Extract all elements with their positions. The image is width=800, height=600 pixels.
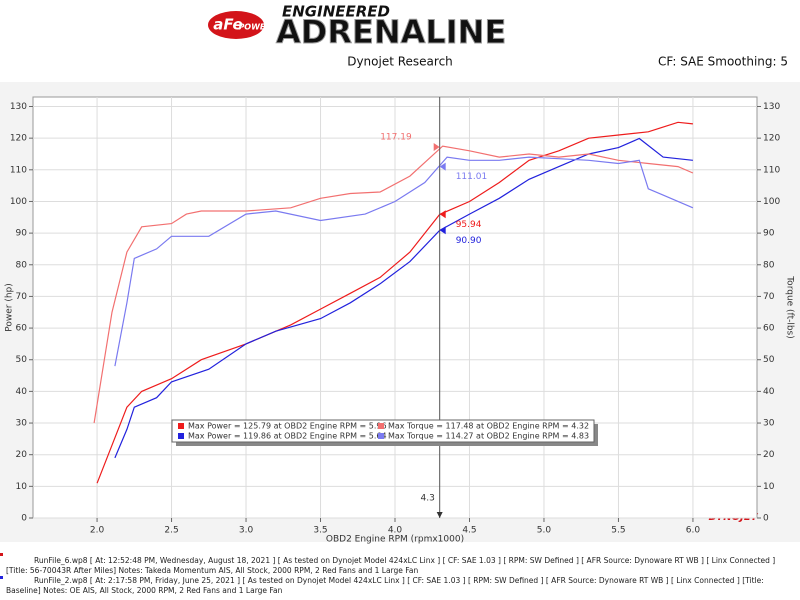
x-tick-label: 3.5: [313, 526, 327, 536]
logo-subtext: POWER: [238, 23, 271, 32]
y-axis-label: Power (hp): [5, 283, 15, 332]
x-tick-label: 4.5: [462, 526, 476, 536]
annotation-arrow: [439, 162, 446, 171]
annotation-label: 95.94: [456, 220, 482, 230]
annotation-label: 90.90: [456, 236, 482, 246]
y2-tick-label: 50: [763, 355, 775, 365]
annotation-label: 117.19: [380, 133, 412, 143]
y-tick-label: 60: [16, 324, 28, 334]
footer-marker: [0, 553, 3, 556]
annotation-label: 111.01: [456, 172, 488, 182]
y-tick-label: 0: [21, 514, 27, 524]
series-line: [96, 121, 693, 484]
y-tick-label: 40: [16, 387, 28, 397]
y-tick-label: 20: [16, 450, 28, 460]
y-tick-label: 80: [16, 260, 28, 270]
x-axis-label: OBD2 Engine RPM (rpmx1000): [326, 535, 464, 545]
legend-swatch: [178, 433, 184, 439]
cursor-label: 4.3: [421, 494, 435, 504]
y2-tick-label: 100: [763, 197, 780, 207]
logo-text: aFe: [213, 16, 242, 34]
x-tick-label: 5.5: [611, 526, 625, 536]
x-tick-label: 2.5: [164, 526, 178, 536]
y-tick-label: 90: [16, 229, 28, 239]
legend-label: Max Power = 119.86 at OBD2 Engine RPM = …: [188, 432, 387, 441]
y2-tick-label: 10: [763, 482, 775, 492]
legend-swatch: [178, 423, 184, 429]
y-tick-label: 10: [16, 482, 28, 492]
series-line: [93, 145, 694, 424]
x-tick-label: 2.0: [90, 526, 105, 536]
y2-tick-label: 20: [763, 450, 775, 460]
footer-marker: [0, 576, 3, 579]
y-tick-label: 120: [10, 134, 27, 144]
x-tick-label: 3.0: [239, 526, 254, 536]
cursor-arrow: [436, 512, 443, 518]
y2-tick-label: 60: [763, 324, 775, 334]
y-tick-label: 30: [16, 419, 28, 429]
settings: CF: SAE Smoothing: 5: [658, 55, 788, 69]
annotation-arrow: [439, 210, 446, 219]
tagline: ENGINEERED: [282, 3, 390, 21]
y-tick-label: 70: [16, 292, 28, 302]
y2-tick-label: 130: [763, 102, 780, 112]
legend-label: Max Torque = 117.48 at OBD2 Engine RPM =…: [388, 422, 589, 431]
y2-tick-label: 80: [763, 260, 775, 270]
x-tick-label: 4.0: [388, 526, 403, 536]
y2-tick-label: 120: [763, 134, 780, 144]
footer-line: RunFile_6.wp8 [ At: 12:52:48 PM, Wednesd…: [6, 556, 776, 575]
annotation-arrow: [433, 143, 440, 152]
y2-axis-label: Torque (ft-lbs): [785, 275, 795, 339]
source: Dynojet Research: [347, 55, 453, 69]
y2-tick-label: 0: [763, 514, 769, 524]
y-tick-label: 50: [16, 355, 28, 365]
y2-tick-label: 30: [763, 419, 775, 429]
y2-tick-label: 90: [763, 229, 775, 239]
y-tick-label: 100: [10, 197, 27, 207]
logo-badge: [208, 11, 264, 39]
brand: ADRENALINE: [276, 13, 506, 51]
series-line: [114, 156, 694, 367]
annotation-arrow: [439, 226, 446, 235]
y2-tick-label: 40: [763, 387, 775, 397]
y-tick-label: 110: [10, 165, 27, 175]
legend-label: Max Power = 125.79 at OBD2 Engine RPM = …: [188, 422, 387, 431]
y2-tick-label: 110: [763, 165, 780, 175]
y-tick-label: 130: [10, 102, 27, 112]
x-tick-label: 6.0: [686, 526, 701, 536]
legend-swatch: [378, 433, 384, 439]
y2-tick-label: 70: [763, 292, 775, 302]
legend-swatch: [378, 423, 384, 429]
series-line: [114, 137, 693, 459]
legend-box: [171, 419, 595, 443]
footer-line: RunFile_2.wp8 [ At: 2:17:58 PM, Friday, …: [6, 576, 764, 595]
legend-label: Max Torque = 114.27 at OBD2 Engine RPM =…: [388, 432, 589, 441]
x-tick-label: 5.0: [537, 526, 552, 536]
